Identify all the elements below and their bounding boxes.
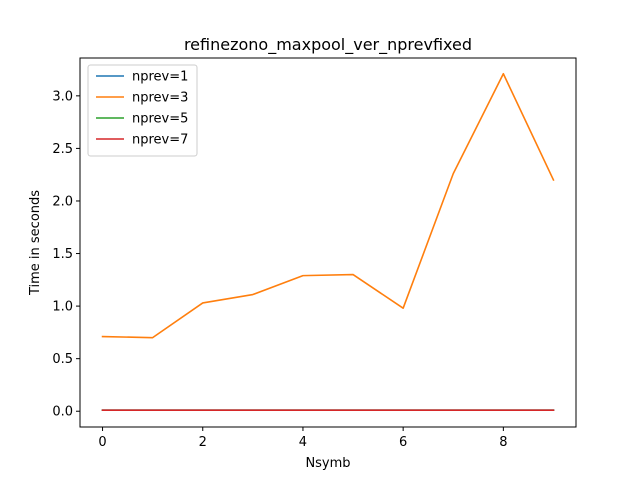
legend: nprev=1 nprev=3 nprev=5 nprev=7	[87, 64, 198, 157]
y-tick-label: 2.5	[52, 142, 73, 157]
x-tick-label: 8	[499, 435, 507, 450]
x-tick-label: 6	[399, 435, 407, 450]
legend-label: nprev=5	[132, 112, 188, 127]
y-tick-label: 1.0	[52, 300, 73, 315]
legend-label: nprev=3	[132, 91, 188, 106]
y-tick-label: 0.5	[52, 352, 73, 367]
y-tick-label: 0.0	[52, 405, 73, 420]
x-axis-label: Nsymb	[305, 456, 350, 471]
x-tick-label: 4	[299, 435, 307, 450]
legend-label: nprev=7	[132, 133, 188, 148]
y-tick-label: 1.5	[52, 247, 73, 262]
y-tick-label: 3.0	[52, 89, 73, 104]
plot-frame	[79, 57, 577, 428]
y-axis: 0.0 0.5 1.0 1.5 2.0 2.5 3.0	[52, 89, 80, 420]
y-axis-label: Time in seconds	[28, 190, 43, 296]
x-axis: 0 2 4 6 8	[98, 427, 507, 450]
chart-title: refinezono_maxpool_ver_nprevfixed	[184, 35, 472, 55]
series-line-nprev-3	[101, 72, 555, 339]
legend-label: nprev=1	[132, 70, 188, 85]
x-tick-label: 0	[98, 435, 106, 450]
y-tick-label: 2.0	[52, 194, 73, 209]
legend-box	[87, 64, 198, 157]
x-tick-label: 2	[199, 435, 207, 450]
series-lines	[101, 72, 555, 411]
